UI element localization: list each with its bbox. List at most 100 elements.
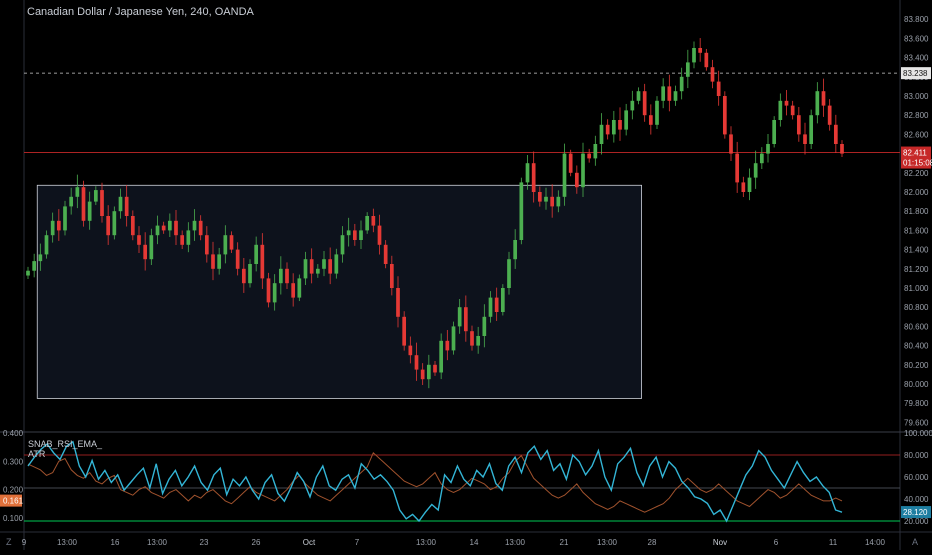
candle	[235, 242, 240, 276]
candle-body	[260, 244, 265, 279]
candle	[118, 188, 123, 219]
candle	[81, 180, 86, 227]
candle-body	[457, 307, 462, 327]
candle	[500, 284, 505, 316]
candle-body	[704, 52, 709, 68]
time-tick-label: 21	[560, 538, 569, 547]
candle	[260, 233, 265, 289]
candle-body	[642, 91, 647, 116]
candle	[648, 104, 653, 135]
candle	[630, 90, 635, 120]
candle-body	[309, 259, 314, 274]
candle	[704, 48, 709, 71]
candle	[494, 287, 499, 321]
candle	[315, 264, 320, 278]
candle	[753, 150, 758, 189]
candle	[167, 213, 172, 237]
atr-tick-label: 0.400	[3, 429, 24, 438]
candle	[340, 226, 345, 263]
candle	[155, 215, 160, 245]
candle-body	[211, 254, 215, 269]
time-tick-label: Oct	[303, 538, 316, 547]
candle-body	[303, 259, 308, 279]
candle-body	[334, 254, 339, 274]
candle	[655, 96, 659, 130]
candle-body	[383, 244, 388, 264]
candle-body	[470, 331, 474, 346]
timezone-z-icon[interactable]: Z	[6, 537, 12, 547]
candle-body	[729, 134, 733, 154]
candle	[605, 119, 610, 140]
candle-body	[44, 235, 49, 255]
rsi-tick-label: 80.000	[904, 451, 929, 460]
candle-body	[174, 220, 178, 236]
candle-body	[445, 340, 450, 351]
candle	[32, 253, 37, 278]
candle-body	[291, 283, 296, 298]
candle-body	[278, 268, 283, 284]
candle-body	[716, 81, 721, 96]
time-tick-label: Nov	[713, 538, 727, 547]
price-tick-label: 82.000	[904, 188, 929, 197]
candle-body	[396, 288, 400, 317]
candle-body	[204, 235, 209, 255]
candle	[692, 41, 696, 69]
time-tick-label: 14:00	[865, 538, 886, 547]
price-tick-label: 79.600	[904, 418, 929, 427]
candle	[377, 214, 382, 255]
time-tick-label: 11	[829, 538, 838, 547]
candle	[809, 109, 814, 150]
candle	[272, 274, 277, 311]
candle	[593, 135, 598, 166]
candle	[309, 248, 314, 284]
candle-body	[655, 100, 659, 125]
candle	[383, 240, 388, 269]
candle	[359, 220, 363, 249]
atr-tick-label: 0.300	[3, 457, 24, 466]
candle-body	[235, 249, 240, 269]
atr-tick-label: 0.200	[3, 486, 24, 495]
candle	[772, 116, 777, 148]
indicator-label-atr[interactable]: ATR	[28, 449, 46, 459]
candle-body	[124, 196, 129, 216]
candle-body	[26, 270, 30, 276]
price-tick-label: 80.200	[904, 361, 929, 370]
candle	[741, 176, 746, 198]
candle	[482, 304, 487, 348]
candle-body	[531, 163, 536, 192]
candle	[75, 174, 80, 209]
price-tick-label: 82.800	[904, 111, 929, 120]
candle	[396, 276, 400, 328]
candle	[192, 209, 197, 241]
candle	[143, 232, 148, 271]
candle-body	[494, 297, 499, 312]
candle-body	[32, 261, 37, 271]
countdown-label: 01:15:08	[903, 159, 932, 168]
candle-body	[544, 196, 548, 202]
candle	[685, 49, 690, 89]
candle-body	[753, 163, 758, 178]
candle-body	[661, 86, 666, 101]
candle	[389, 255, 394, 296]
candle	[457, 298, 462, 334]
candle	[488, 291, 493, 323]
candle	[106, 205, 111, 245]
candle	[624, 103, 629, 136]
indicator-label-rsi[interactable]: SNAB_RSI_EMA_	[28, 439, 103, 449]
candle-body	[229, 235, 234, 250]
candle	[698, 38, 703, 62]
candle-body	[840, 144, 844, 154]
candle	[618, 107, 622, 141]
candle-body	[574, 172, 579, 188]
time-tick-label: 13:00	[505, 538, 526, 547]
auto-scale-icon[interactable]: A	[912, 537, 919, 547]
candle	[56, 209, 61, 241]
candle-body	[562, 153, 567, 197]
candle-body	[106, 216, 111, 236]
candle	[266, 272, 271, 308]
candle	[439, 333, 444, 380]
candle	[371, 208, 376, 233]
candle	[217, 247, 222, 275]
candle-body	[340, 235, 345, 255]
